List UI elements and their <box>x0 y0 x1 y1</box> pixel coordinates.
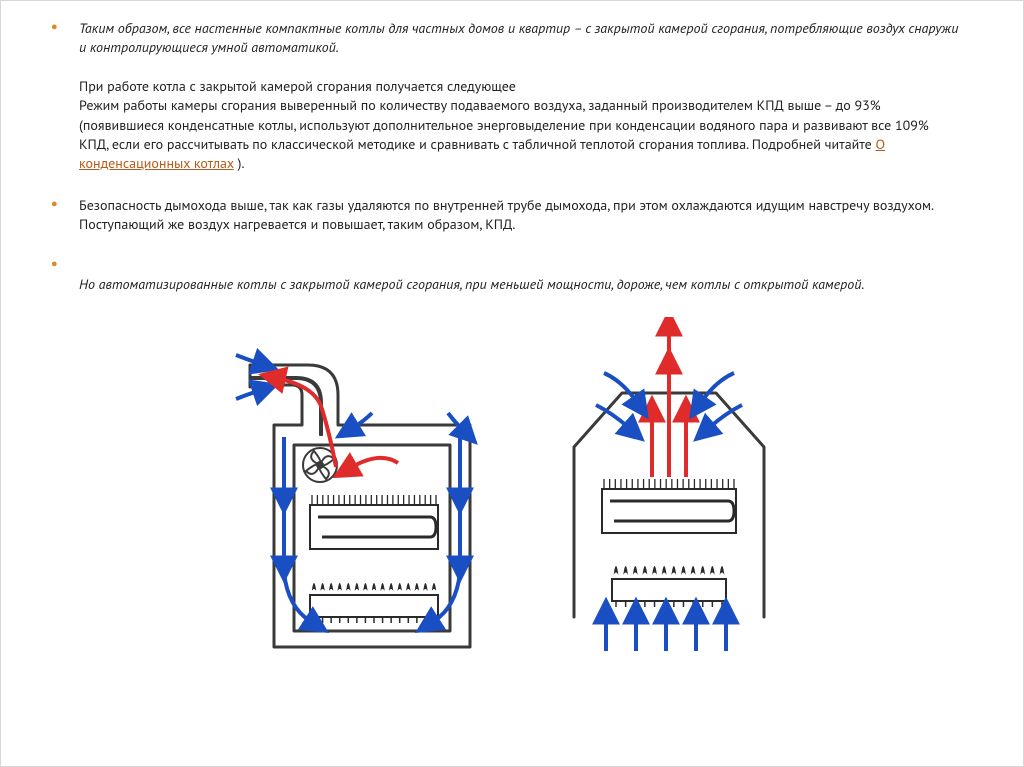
item1-para1: Таким образом, все настенные компактные … <box>79 19 958 56</box>
item3-text: Но автоматизированные котлы с закрытой к… <box>79 275 864 293</box>
diagram-open-chamber <box>544 317 794 662</box>
closed-chamber-svg <box>230 317 500 657</box>
list-item: Но автоматизированные котлы с закрытой к… <box>79 256 1001 295</box>
item1-para2b: Режим работы камеры сгорания выверенный … <box>79 96 929 153</box>
item1-para2a: При работе котла с закрытой камерой сгор… <box>79 77 516 95</box>
diagram-closed-chamber <box>230 317 500 662</box>
item1-tail: ). <box>234 154 245 172</box>
open-chamber-svg <box>544 317 794 657</box>
list-item: Безопасность дымохода выше, так как газы… <box>79 196 1001 235</box>
item2-text: Безопасность дымохода выше, так как газы… <box>79 196 933 233</box>
bullet-list: Таким образом, все настенные компактные … <box>79 19 1001 295</box>
diagram-row <box>23 317 1001 662</box>
slide: Таким образом, все настенные компактные … <box>0 0 1024 767</box>
list-item: Таким образом, все настенные компактные … <box>79 19 1001 174</box>
